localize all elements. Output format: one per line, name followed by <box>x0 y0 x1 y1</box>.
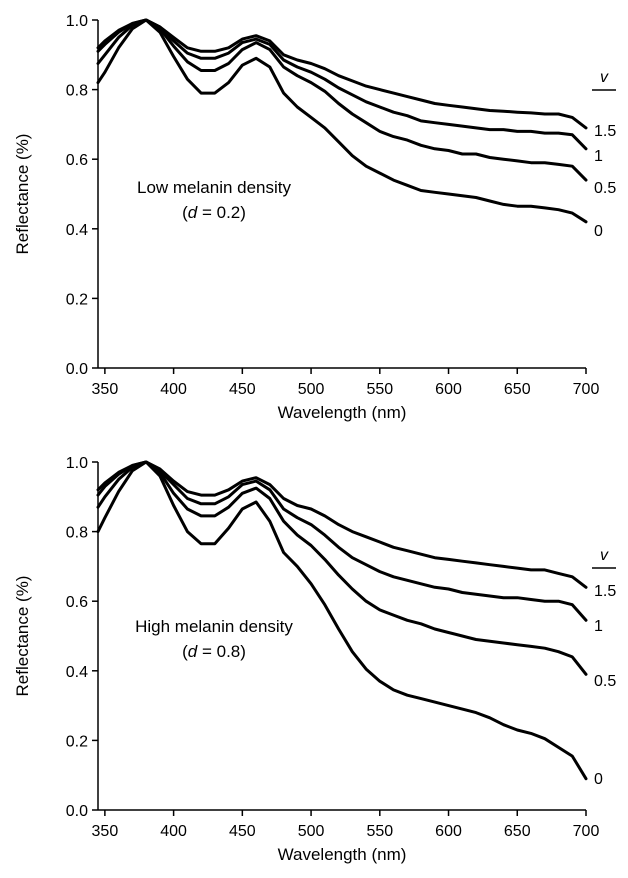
annotation-title: High melanin density <box>135 617 293 636</box>
series-line-v-0_5 <box>96 18 588 182</box>
series-line-v-1_5 <box>96 460 588 589</box>
x-tick-label: 450 <box>229 381 256 398</box>
x-tick-label: 700 <box>573 823 600 840</box>
y-axis-label: Reflectance (%) <box>13 134 32 255</box>
y-tick-label: 0.6 <box>66 594 88 611</box>
y-tick-label: 1.0 <box>66 455 88 472</box>
series-label: 0 <box>594 771 603 788</box>
legend-title: v <box>600 69 609 86</box>
x-tick-label: 550 <box>366 381 393 398</box>
y-tick-label: 0.0 <box>66 803 88 820</box>
x-tick-label: 400 <box>160 823 187 840</box>
chart-panel-high-melanin: 0.0 0.2 0.4 0.6 0.8 1.0 350 400 450 500 550 600 650 7… <box>13 455 616 864</box>
x-tick-label: 350 <box>92 381 119 398</box>
y-tick-label: 1.0 <box>66 13 88 30</box>
series-label: 1 <box>594 148 603 165</box>
y-tick-label: 0.2 <box>66 291 88 308</box>
x-tick-label: 450 <box>229 823 256 840</box>
x-tick-label: 400 <box>160 381 187 398</box>
series-label: 0.5 <box>594 673 616 690</box>
legend-title: v <box>600 547 609 564</box>
y-tick-label: 0.4 <box>66 222 88 239</box>
series-line-v-1 <box>96 18 588 151</box>
y-tick-label: 0.8 <box>66 83 88 100</box>
x-tick-label: 350 <box>92 823 119 840</box>
annotation-density: (d = 0.2) <box>182 203 246 222</box>
x-tick-label: 500 <box>298 823 325 840</box>
y-tick-label: 0.2 <box>66 733 88 750</box>
x-tick-label: 700 <box>573 381 600 398</box>
series-label: 1.5 <box>594 583 616 600</box>
x-tick-label: 550 <box>366 823 393 840</box>
x-tick-label: 650 <box>504 381 531 398</box>
series-label: 1.5 <box>594 123 616 140</box>
series-label: 0.5 <box>594 180 616 197</box>
chart-panel-low-melanin: 0.0 0.2 0.4 0.6 0.8 1.0 350 400 450 500 550 600 650 7… <box>13 13 616 422</box>
series-line-v-0_5 <box>96 460 588 676</box>
y-tick-label: 0.0 <box>66 361 88 378</box>
x-tick-label: 600 <box>435 381 462 398</box>
series-label: 0 <box>594 223 603 240</box>
x-tick-label: 600 <box>435 823 462 840</box>
annotation-title: Low melanin density <box>137 178 292 197</box>
series-line-v-1_5 <box>96 18 588 130</box>
x-tick-label: 500 <box>298 381 325 398</box>
x-axis-label: Wavelength (nm) <box>278 845 407 864</box>
y-axis-label: Reflectance (%) <box>13 576 32 697</box>
y-tick-label: 0.6 <box>66 152 88 169</box>
y-tick-label: 0.8 <box>66 525 88 542</box>
x-axis-label: Wavelength (nm) <box>278 403 407 422</box>
series-label: 1 <box>594 618 603 635</box>
annotation-density: (d = 0.8) <box>182 642 246 661</box>
y-tick-label: 0.4 <box>66 664 88 681</box>
series-line-v-0 <box>96 18 588 224</box>
series-line-v-1 <box>96 460 588 622</box>
series-line-v-0 <box>96 460 588 781</box>
x-tick-label: 650 <box>504 823 531 840</box>
